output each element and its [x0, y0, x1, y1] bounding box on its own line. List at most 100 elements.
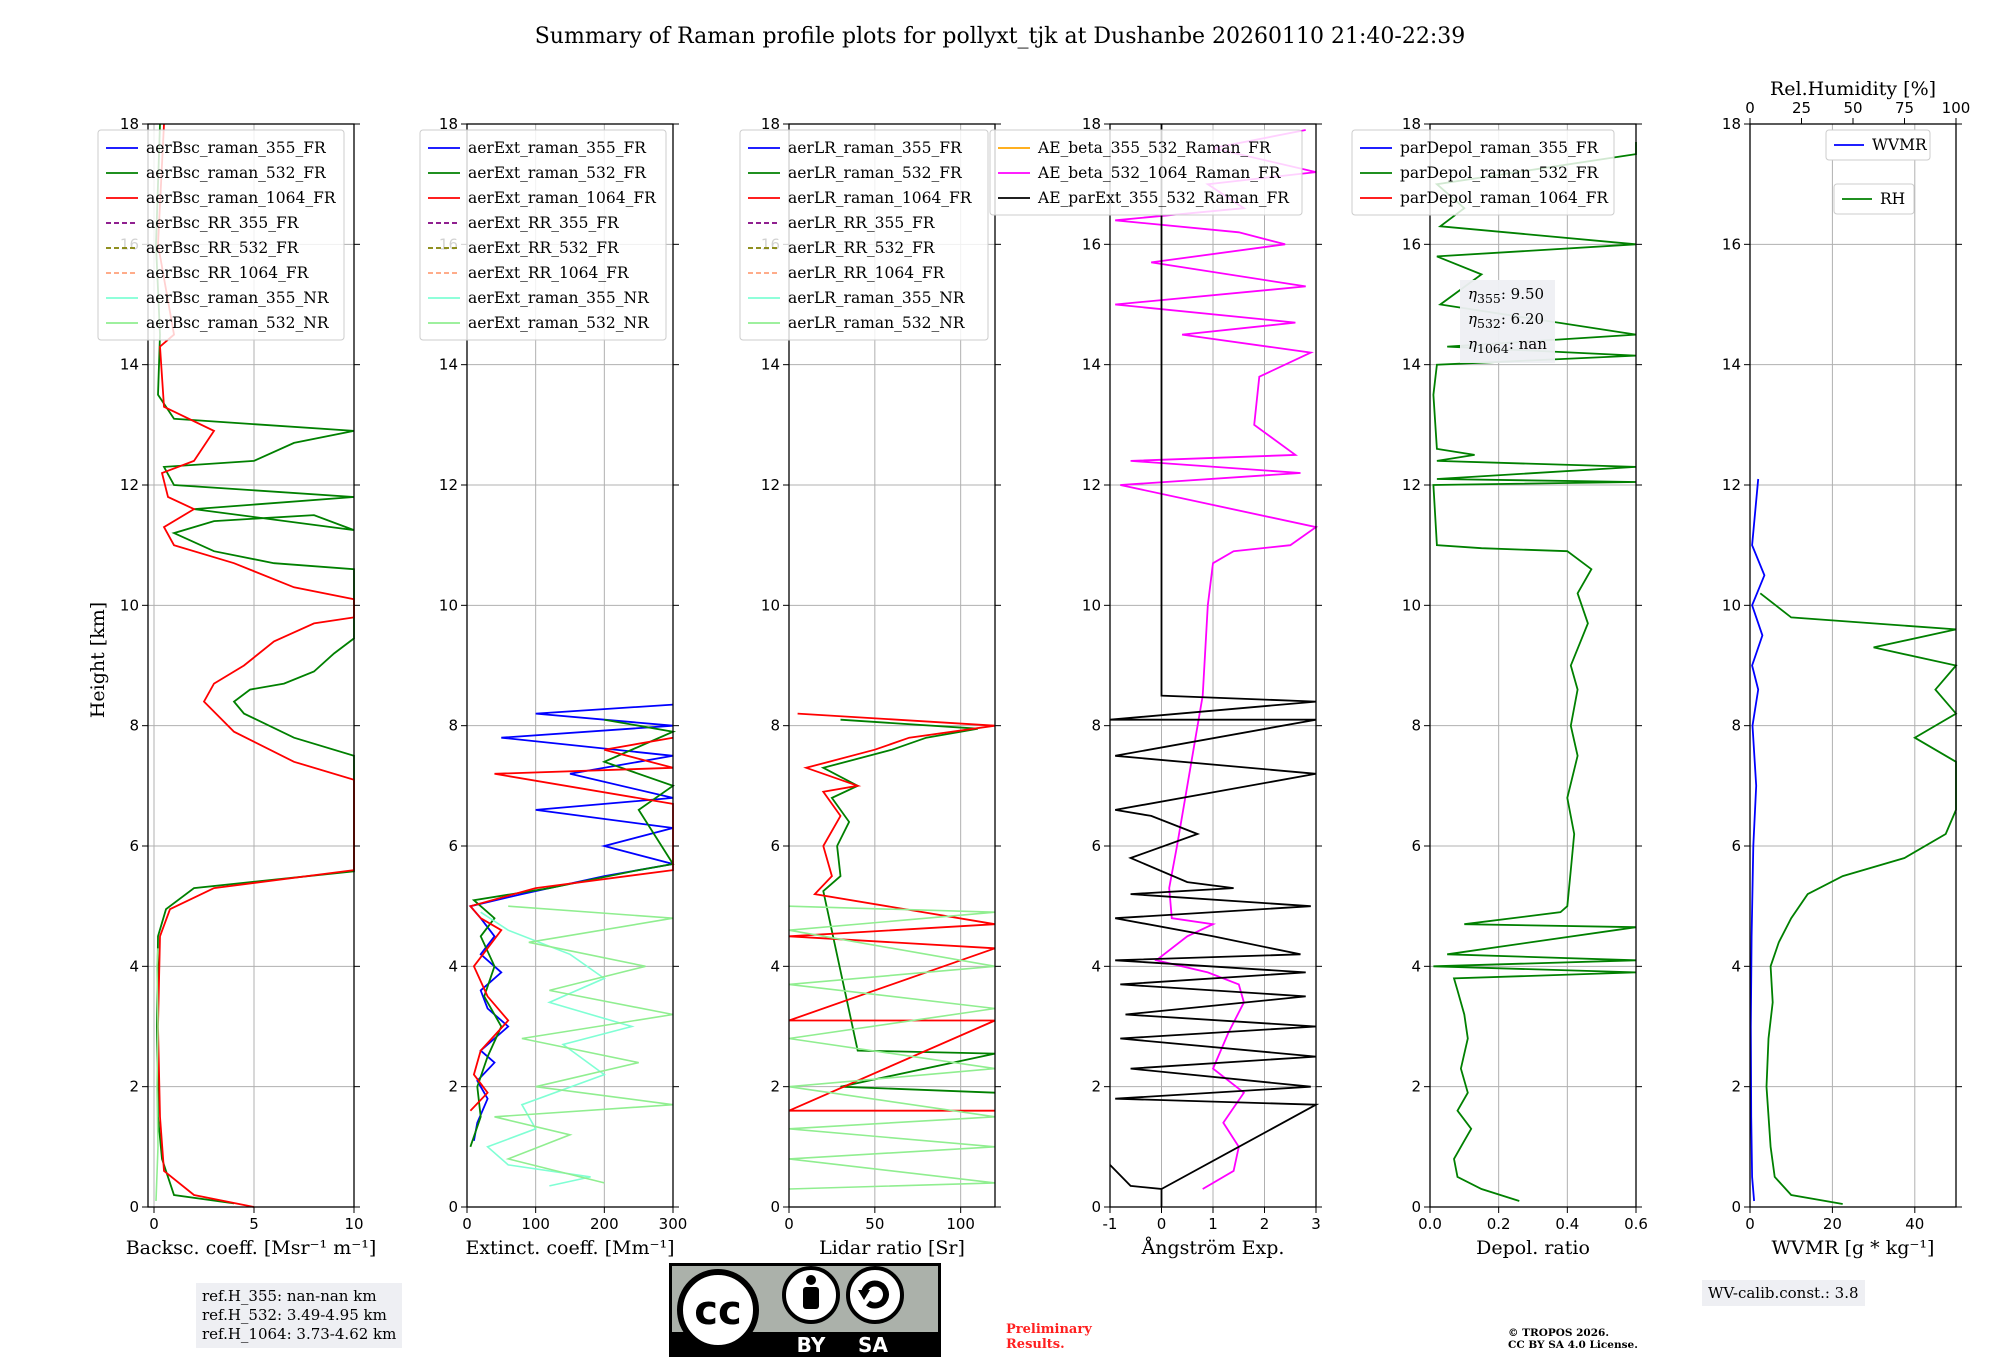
y-tick-label: 14 [1082, 356, 1101, 374]
x-tick-label: -1 [1103, 1215, 1118, 1233]
x-tick-label: 0.0 [1418, 1215, 1442, 1233]
legend-label: aerLR_raman_532_NR [788, 314, 966, 332]
series-line-aerLR_raman_1064_FR [788, 712, 996, 1112]
y-tick-label: 6 [129, 837, 139, 855]
legend-label: aerExt_raman_355_FR [468, 139, 647, 157]
legend-label: aerLR_raman_532_FR [788, 164, 963, 182]
y-tick-label: 8 [129, 717, 139, 735]
y-tick-label: 4 [1731, 957, 1741, 975]
x-axis-label: Depol. ratio [1476, 1237, 1590, 1259]
x-tick-label: 2 [1260, 1215, 1270, 1233]
ref-height-355: ref.H_355: nan-nan km [202, 1287, 377, 1305]
legend-box [989, 129, 1303, 216]
y-tick-label: 2 [1091, 1078, 1101, 1096]
legend-label: WVMR [1872, 136, 1928, 154]
y-tick-label: 12 [439, 476, 458, 494]
y-tick-label: 18 [1082, 115, 1101, 133]
y-tick-label: 16 [1402, 235, 1421, 253]
y-tick-label: 10 [1402, 596, 1421, 614]
eta-1064: η1064: nan [1468, 335, 1547, 356]
legend-label: aerBsc_raman_355_NR [146, 289, 330, 307]
legend-label: aerExt_raman_532_NR [468, 314, 650, 332]
y-axis-label: Height [km] [87, 602, 109, 718]
legend-label: aerExt_raman_1064_FR [468, 189, 657, 207]
legend-box [97, 129, 345, 341]
x2-tick-label: 100 [1942, 99, 1971, 117]
legend-label: AE_beta_532_1064_Raman_FR [1037, 164, 1282, 182]
x2-tick-label: 75 [1895, 99, 1914, 117]
x-axis-label: Backsc. coeff. [Msr⁻¹ m⁻¹] [126, 1237, 377, 1259]
panel-1: 0246810121416180510Backsc. coeff. [Msr⁻¹… [97, 115, 377, 1259]
series-line-RH [1759, 592, 1958, 1205]
plot-frame [147, 123, 355, 1208]
x-tick-label: 100 [946, 1215, 975, 1233]
legend-label: aerLR_raman_355_FR [788, 139, 963, 157]
y-tick-label: 2 [1731, 1078, 1741, 1096]
y-tick-label: 12 [1722, 476, 1741, 494]
y-tick-label: 18 [1402, 115, 1421, 133]
y-tick-label: 0 [1731, 1198, 1741, 1216]
legend-label: aerBsc_raman_532_FR [146, 164, 327, 182]
plot-frame [1429, 123, 1637, 1208]
x-tick-label: 40 [1905, 1215, 1924, 1233]
series-line-aerLR_raman_532_NR [788, 905, 996, 1190]
legend-label: AE_beta_355_532_Raman_FR [1037, 139, 1272, 157]
legend-label: aerLR_RR_355_FR [788, 214, 936, 232]
legend-label: parDepol_raman_532_FR [1400, 164, 1600, 182]
panel-5: 0 2 4 6 8 10 12 14 16 18 0.0 0.2 0.4 0.6 Depol. ratio p… [1351, 115, 1648, 1259]
x-tick-label: 0 [149, 1215, 159, 1233]
x-tick-label: 3 [1311, 1215, 1321, 1233]
legend-label: aerLR_RR_1064_FR [788, 264, 946, 282]
ref-height-1064: ref.H_1064: 3.73-4.62 km [202, 1325, 397, 1343]
panel-2: 0246810121416180100200300Extinct. coeff.… [419, 115, 687, 1259]
x-tick-label: 0 [462, 1215, 472, 1233]
legend-label: aerExt_RR_355_FR [468, 214, 620, 232]
legend-label: aerBsc_raman_1064_FR [146, 189, 337, 207]
x-tick-label: 20 [1823, 1215, 1842, 1233]
panels: 0246810121416180510Backsc. coeff. [Msr⁻¹… [97, 78, 1970, 1259]
legend-label: aerBsc_raman_532_NR [146, 314, 330, 332]
y-tick-label: 16 [1082, 235, 1101, 253]
legend-label: RH [1880, 190, 1905, 208]
y-tick-label: 10 [120, 596, 139, 614]
y-tick-label: 10 [761, 596, 780, 614]
y-tick-label: 0 [129, 1198, 139, 1216]
x2-axis-label: Rel.Humidity [%] [1770, 78, 1936, 100]
x-tick-label: 200 [590, 1215, 619, 1233]
x-tick-label: 0 [1745, 1215, 1755, 1233]
y-tick-label: 14 [120, 356, 139, 374]
y-tick-label: 4 [1411, 957, 1421, 975]
x-tick-label: 1 [1208, 1215, 1218, 1233]
y-tick-label: 8 [448, 717, 458, 735]
y-tick-label: 4 [1091, 957, 1101, 975]
y-tick-label: 8 [770, 717, 780, 735]
x-tick-label: 10 [344, 1215, 363, 1233]
y-tick-label: 8 [1091, 717, 1101, 735]
series-line-aerLR_raman_532_FR [820, 718, 996, 1094]
plot-frame [788, 123, 996, 1208]
x-tick-label: 5 [249, 1215, 259, 1233]
y-tick-label: 6 [1411, 837, 1421, 855]
legend-label: aerExt_RR_1064_FR [468, 264, 630, 282]
series-line-aerExt_raman_532_NR [494, 905, 674, 1184]
x-tick-label: 100 [521, 1215, 550, 1233]
x-axis-label: Extinct. coeff. [Mm⁻¹] [465, 1237, 674, 1259]
y-tick-label: 12 [120, 476, 139, 494]
y-tick-label: 0 [1091, 1198, 1101, 1216]
y-tick-label: 2 [448, 1078, 458, 1096]
eta-355: η355: 9.50 [1468, 285, 1545, 306]
x2-tick-label: 50 [1843, 99, 1862, 117]
legend-box [419, 129, 667, 341]
series-line-aerExt_raman_355_NR [480, 911, 635, 1187]
x-tick-label: 0.4 [1555, 1215, 1579, 1233]
cc-sa-label: SA [858, 1333, 888, 1357]
x-axis-label: Lidar ratio [Sr] [819, 1237, 965, 1259]
y-tick-label: 12 [1082, 476, 1101, 494]
legend-label: aerBsc_RR_1064_FR [146, 264, 310, 282]
y-tick-label: 10 [1722, 596, 1741, 614]
series-line-aerBsc_raman_1064_FR [157, 123, 355, 1208]
x-axis-label: Ångström Exp. [1141, 1237, 1285, 1259]
